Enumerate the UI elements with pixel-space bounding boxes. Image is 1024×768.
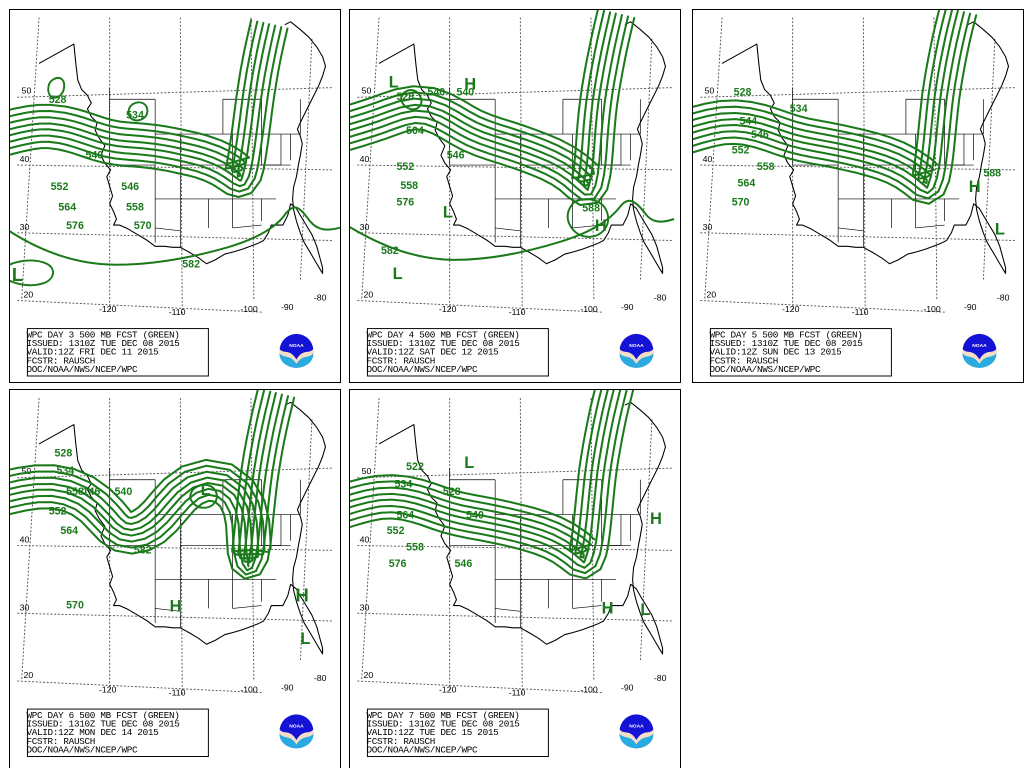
svg-text:DOC/NOAA/NWS/NCEP/WPC: DOC/NOAA/NWS/NCEP/WPC: [366, 364, 478, 375]
svg-text:DOC/NOAA/NWS/NCEP/WPC: DOC/NOAA/NWS/NCEP/WPC: [26, 745, 138, 756]
svg-text:DOC/NOAA/NWS/NCEP/WPC: DOC/NOAA/NWS/NCEP/WPC: [709, 364, 821, 375]
svg-text:DOC/NOAA/NWS/NCEP/WPC: DOC/NOAA/NWS/NCEP/WPC: [26, 364, 138, 375]
svg-text:DOC/NOAA/NWS/NCEP/WPC: DOC/NOAA/NWS/NCEP/WPC: [366, 745, 478, 756]
